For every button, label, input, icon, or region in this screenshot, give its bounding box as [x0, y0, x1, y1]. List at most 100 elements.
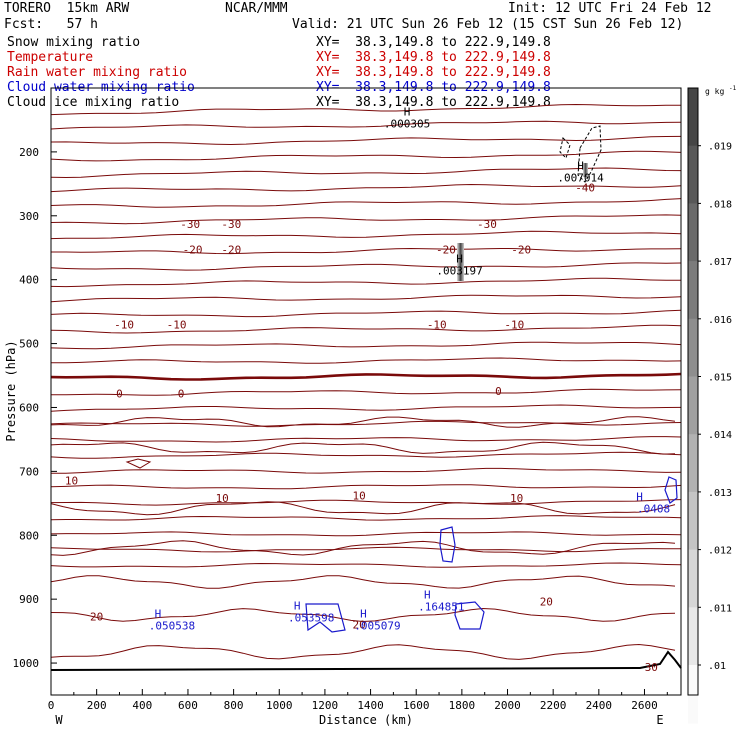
snow-shading: [457, 243, 464, 281]
init-time: Init: 12 UTC Fri 24 Feb 12: [508, 1, 712, 16]
y-tick-label: 500: [19, 338, 39, 351]
cloud-water-max-marker: H: [636, 490, 643, 503]
temperature-contour: [50, 341, 682, 350]
colorbar-tick-label: .01: [708, 661, 726, 672]
colorbar-tick-label: .019: [708, 142, 732, 153]
terrain: [50, 650, 682, 671]
temperature-label: 30: [645, 661, 658, 674]
temperature-label: -20: [511, 244, 531, 257]
temperature-contour: [50, 484, 682, 490]
temperature-contour: [50, 214, 682, 225]
x-tick-label: 1000: [266, 699, 293, 712]
legend-temperature-xy: XY= 38.3,149.8 to 222.9,149.8: [316, 50, 551, 65]
temperature-contour: [50, 451, 682, 459]
temperature-contour: [51, 388, 682, 396]
x-end-label-west: W: [55, 713, 63, 727]
colorbar-tick-label: .018: [708, 199, 732, 210]
temperature-contour: [50, 562, 682, 568]
temperature-label: 10: [65, 474, 78, 487]
colorbar-tick-label: .017: [708, 257, 732, 268]
x-tick-label: 0: [48, 699, 55, 712]
cloud-water-max-marker: H: [155, 607, 162, 620]
x-tick-label: 800: [224, 699, 244, 712]
temperature-contour: [50, 643, 676, 660]
temperature-contour: [50, 467, 682, 474]
colorbar-band: [688, 88, 698, 147]
y-tick-label: 300: [19, 210, 39, 223]
colorbar-unit-exponent: -1: [729, 85, 737, 92]
cloud-water-max-marker: H: [360, 607, 367, 620]
colorbar-tick-label: .014: [708, 430, 732, 441]
plot-frame: [50, 87, 682, 696]
forecast-hour: Fcst: 57 h: [4, 17, 98, 32]
ice-max-marker: H: [404, 106, 411, 119]
temperature-contour: [50, 262, 682, 271]
temperature-label: -30: [221, 218, 241, 231]
temperature-contour: [50, 501, 676, 516]
temperature-label: 10: [510, 492, 523, 505]
temperature-contour: [50, 416, 676, 428]
x-tick-label: 2600: [631, 699, 658, 712]
temperature-contour: [50, 135, 682, 146]
x-tick-label: 2000: [494, 699, 521, 712]
colorbar-unit: g kg: [705, 87, 724, 96]
x-tick-label: 1800: [449, 699, 476, 712]
legend-rain-xy: XY= 38.3,149.8 to 222.9,149.8: [316, 65, 551, 80]
axes: 0 200 400 600 800 1000 1200 1400 1600 1800 2000 220…: [13, 146, 668, 712]
temperature-contour: [50, 230, 682, 240]
colorbar-frame: [687, 87, 699, 696]
temperature-contour: [50, 499, 682, 506]
x-tick-label: 200: [87, 699, 107, 712]
temperature-label: 0: [178, 387, 185, 400]
temperature-contour: [50, 515, 682, 521]
colorbar-tick-label: .012: [708, 546, 732, 557]
colorbar-band: [688, 145, 698, 205]
temperature-label: 0: [116, 387, 123, 400]
colorbar-band: [688, 318, 698, 378]
temperature-contour: [51, 247, 682, 255]
colorbar-tick-label: .015: [708, 373, 732, 384]
colorbar-band: [688, 665, 698, 724]
temperature-contour: [50, 575, 676, 589]
ice-max-label: .003197: [436, 265, 482, 278]
temperature-contour: [50, 436, 682, 443]
y-tick-label: 900: [19, 593, 39, 606]
x-tick-label: 1600: [403, 699, 430, 712]
x-tick-label: 400: [132, 699, 152, 712]
colorbar-band: [688, 261, 698, 320]
cloud-water-max-marker: H: [424, 589, 431, 602]
temperature-contour: [51, 357, 682, 364]
temperature-label: 20: [90, 610, 103, 623]
x-end-label-east: E: [656, 713, 663, 727]
legend-cloud-ice: Cloud ice mixing ratio: [7, 95, 180, 110]
temperature-label: -10: [167, 318, 187, 331]
cloud-water-contour: [439, 526, 456, 563]
temperature-contour: [50, 198, 682, 208]
temperature-label: 10: [216, 492, 229, 505]
temperature-label: -20: [221, 244, 241, 257]
temperature-label: 20: [353, 619, 366, 632]
temperature-label: -10: [504, 318, 524, 331]
y-axis-title: Pressure (hPa): [4, 340, 18, 441]
temperature-contour: [50, 546, 682, 553]
colorbar-tick-label: .013: [708, 488, 732, 499]
cloud-ice-contour: [559, 136, 571, 159]
x-tick-label: 600: [178, 699, 198, 712]
x-tick-label: 1200: [312, 699, 339, 712]
x-axis-title: Distance (km): [319, 713, 413, 727]
cloud-water-contour: [664, 476, 678, 504]
temperature-contour: [50, 324, 682, 334]
contour-labels: -30 -30 -30 -20 -20 -20 -20 -10 -10 -10 -10 0 0 0 10 10…: [65, 106, 670, 674]
temperature-contour: [50, 103, 682, 116]
temperature-contour: [50, 150, 682, 162]
legend-snow: Snow mixing ratio: [7, 35, 141, 50]
colorbar-band: [688, 203, 698, 263]
temperature-contour: [50, 540, 676, 556]
x-tick-label: 2200: [540, 699, 567, 712]
cloud-water-max-marker: H: [294, 600, 301, 613]
temperature-contour: [50, 120, 682, 130]
org-label: NCAR/MMM: [225, 1, 288, 16]
legend-cloud-water: Cloud water mixing ratio: [7, 80, 195, 95]
cloud-ice-contour: [577, 125, 602, 183]
temperature-contour: [50, 404, 682, 412]
